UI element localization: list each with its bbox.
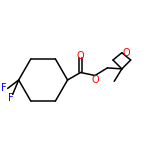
Text: F: F xyxy=(8,93,14,103)
Text: O: O xyxy=(123,48,130,58)
Text: F: F xyxy=(1,83,6,93)
Text: O: O xyxy=(77,51,84,61)
Text: O: O xyxy=(91,74,99,85)
